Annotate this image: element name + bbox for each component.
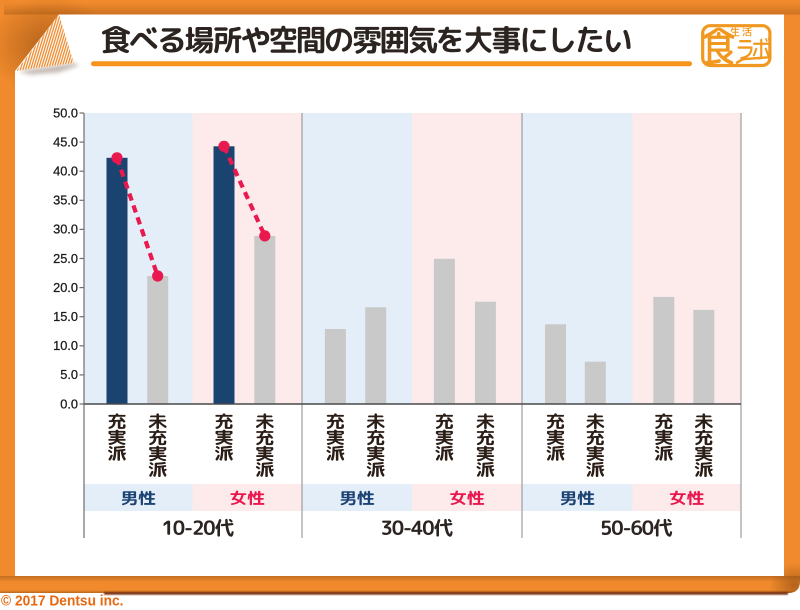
svg-text:0.0: 0.0 [60,396,78,411]
svg-text:5.0: 5.0 [60,367,78,382]
svg-text:15.0: 15.0 [53,309,78,324]
svg-text:25.0: 25.0 [53,251,78,266]
svg-text:20.0: 20.0 [53,280,78,295]
svg-text:© 2017 Dentsu inc.: © 2017 Dentsu inc. [1,594,124,610]
svg-text:50.0: 50.0 [53,105,78,120]
svg-text:35.0: 35.0 [53,193,78,208]
svg-text:45.0: 45.0 [53,134,78,149]
svg-text:40.0: 40.0 [53,164,78,179]
svg-text:30.0: 30.0 [53,222,78,237]
svg-text:10.0: 10.0 [53,338,78,353]
